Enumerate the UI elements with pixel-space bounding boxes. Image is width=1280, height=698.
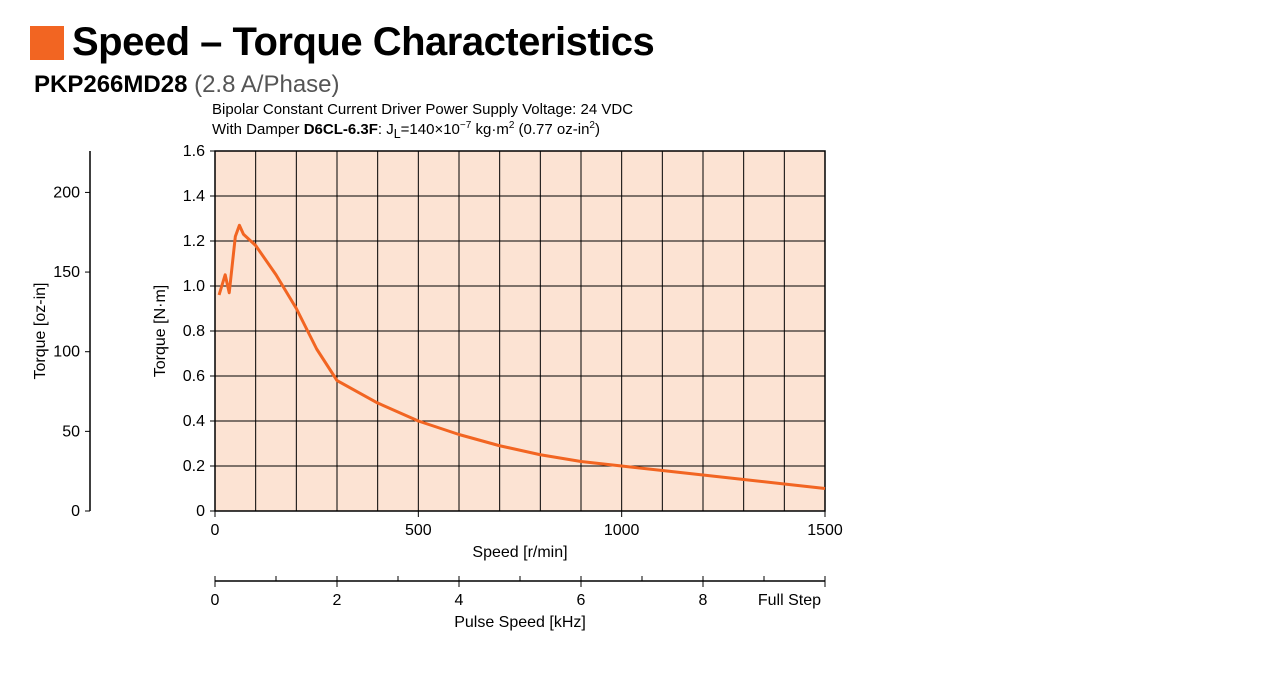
svg-text:0: 0: [71, 503, 80, 520]
svg-text:50: 50: [62, 423, 80, 440]
svg-text:0.2: 0.2: [183, 458, 205, 475]
model-number: PKP266MD28: [34, 71, 187, 98]
model-subtitle: PKP266MD28 (2.8 A/Phase): [34, 71, 1250, 99]
svg-text:Full Step: Full Step: [758, 592, 821, 609]
svg-text:0.8: 0.8: [183, 323, 205, 340]
svg-text:Speed [r/min]: Speed [r/min]: [472, 544, 567, 561]
svg-text:0: 0: [211, 592, 220, 609]
svg-text:100: 100: [53, 344, 80, 361]
title-square-icon: [30, 26, 64, 60]
svg-text:500: 500: [405, 522, 432, 539]
svg-text:1000: 1000: [604, 522, 640, 539]
svg-text:150: 150: [53, 264, 80, 281]
chart-container: Bipolar Constant Current Driver Power Su…: [30, 101, 1010, 661]
driver-info: Bipolar Constant Current Driver Power Su…: [212, 101, 633, 142]
svg-text:Pulse Speed [kHz]: Pulse Speed [kHz]: [454, 614, 586, 631]
svg-text:1.6: 1.6: [183, 143, 205, 160]
driver-line1: Bipolar Constant Current Driver Power Su…: [212, 101, 633, 120]
svg-text:0: 0: [196, 503, 205, 520]
svg-text:4: 4: [455, 592, 464, 609]
svg-text:Torque [N·m]: Torque [N·m]: [152, 285, 169, 377]
svg-text:1500: 1500: [807, 522, 843, 539]
svg-text:6: 6: [577, 592, 586, 609]
svg-text:2: 2: [333, 592, 342, 609]
svg-text:1.4: 1.4: [183, 188, 205, 205]
svg-text:1.2: 1.2: [183, 233, 205, 250]
svg-text:200: 200: [53, 184, 80, 201]
phase-spec: (2.8 A/Phase): [194, 71, 339, 98]
svg-text:Torque [oz-in]: Torque [oz-in]: [32, 283, 49, 380]
svg-text:8: 8: [699, 592, 708, 609]
svg-text:0.4: 0.4: [183, 413, 205, 430]
torque-chart: 0 0.2 0.4 0.6 0.8 1.0 1.2 1.4 1.6 Torque [N·m] 0 50…: [30, 101, 1010, 661]
svg-text:0.6: 0.6: [183, 368, 205, 385]
svg-text:0: 0: [211, 522, 220, 539]
svg-text:1.0: 1.0: [183, 278, 205, 295]
driver-line2: With Damper D6CL-6.3F: JL=140×10−7 kg·m2…: [212, 120, 633, 143]
page-title: Speed – Torque Characteristics: [72, 20, 654, 65]
